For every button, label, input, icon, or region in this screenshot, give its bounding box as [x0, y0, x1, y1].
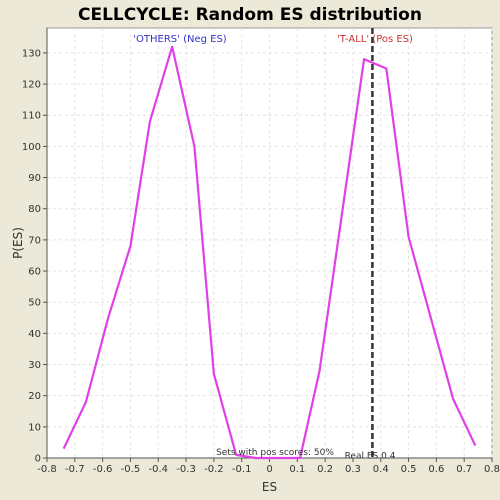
pos-scores-annotation: Sets with pos scores: 50% [216, 448, 334, 458]
pos-es-label: 'T-ALL' (Pos ES) [337, 34, 413, 45]
series-line [62, 45, 477, 460]
x-tick-label: 0.5 [401, 464, 417, 475]
y-axis-label: P(ES) [11, 227, 25, 259]
y-tick-label: 130 [22, 48, 41, 59]
x-tick-label: -0.5 [121, 464, 141, 475]
x-tick-label: 0 [266, 464, 272, 475]
x-tick-label: -0.8 [37, 464, 57, 475]
x-tick-label: 0.2 [317, 464, 333, 475]
y-tick-label: 90 [28, 173, 41, 184]
y-tick-label: 50 [28, 298, 41, 309]
x-axis-label: ES [262, 480, 277, 494]
x-tick-label: 0.3 [345, 464, 361, 475]
x-tick-label: -0.7 [65, 464, 85, 475]
y-tick-label: 40 [28, 329, 41, 340]
y-tick-label: 100 [22, 142, 41, 153]
x-tick-label: -0.6 [93, 464, 113, 475]
neg-es-label: 'OTHERS' (Neg ES) [133, 34, 227, 45]
x-tick-label: -0.2 [204, 464, 224, 475]
y-tick-label: 80 [28, 204, 41, 215]
x-tick-label: 0.1 [289, 464, 305, 475]
y-tick-label: 60 [28, 267, 41, 278]
x-tick-label: -0.4 [148, 464, 168, 475]
x-tick-label: 0.7 [456, 464, 472, 475]
x-tick-label: 0.4 [373, 464, 389, 475]
x-tick-label: -0.3 [176, 464, 196, 475]
y-tick-label: 10 [28, 422, 41, 433]
y-tick-label: 30 [28, 360, 41, 371]
y-tick-label: 0 [35, 454, 41, 465]
chart-title: CELLCYCLE: Random ES distribution [78, 5, 422, 25]
y-tick-label: 70 [28, 235, 41, 246]
x-tick-label: 0.8 [484, 464, 500, 475]
y-tick-label: 110 [22, 111, 41, 122]
x-tick-label: 0.6 [428, 464, 444, 475]
real-es-annotation: Real ES 0.4 [345, 452, 396, 462]
plot-area [46, 27, 493, 459]
y-tick-label: 120 [22, 80, 41, 91]
y-tick-label: 20 [28, 391, 41, 402]
x-tick-label: -0.1 [232, 464, 252, 475]
